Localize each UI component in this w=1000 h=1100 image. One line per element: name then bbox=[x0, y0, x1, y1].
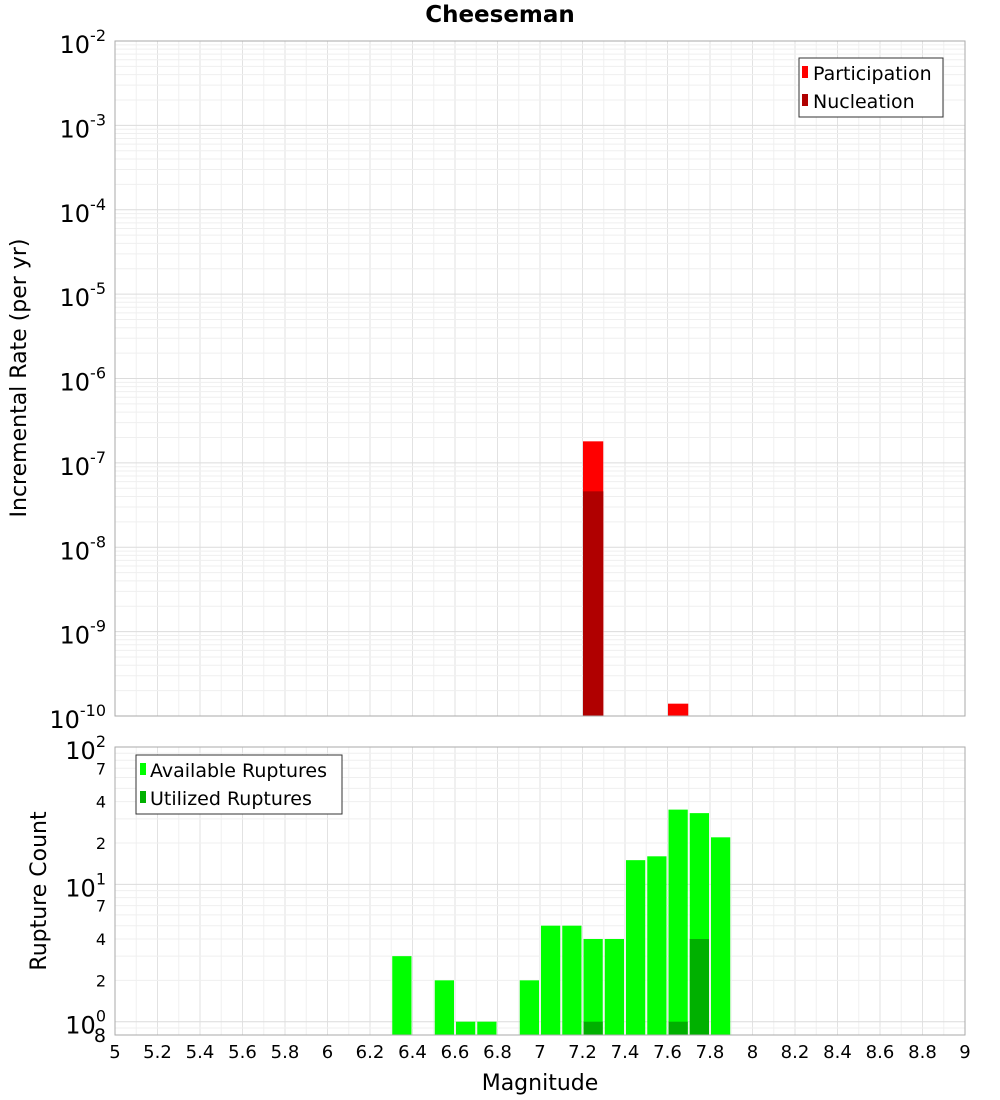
participation-legend-swatch bbox=[802, 66, 808, 78]
top-y-tick-label: 10-10 bbox=[49, 701, 106, 734]
bottom-plot-frame bbox=[114, 746, 966, 1036]
available-ruptures-bar bbox=[477, 1021, 497, 1035]
nucleation-legend-label: Nucleation bbox=[813, 91, 915, 113]
available-ruptures-bar bbox=[711, 837, 731, 1035]
bottom-y-minor-tick-label: 2 bbox=[96, 834, 106, 853]
available-ruptures-bar bbox=[392, 956, 412, 1035]
x-tick-label: 6.2 bbox=[356, 1042, 385, 1063]
bottom-y-minor-tick-label: 7 bbox=[96, 759, 106, 778]
x-tick-label: 7 bbox=[534, 1042, 545, 1063]
bottom-plot-y-axis-label: Rupture Count bbox=[27, 811, 52, 971]
available-ruptures-bar bbox=[562, 925, 582, 1035]
x-axis-label: Magnitude bbox=[482, 1071, 599, 1096]
available-ruptures-bar bbox=[541, 925, 561, 1035]
utilized-ruptures-legend-label: Utilized Ruptures bbox=[150, 788, 312, 810]
top-y-tick-label: 10-7 bbox=[60, 448, 107, 481]
bottom-legend-box bbox=[135, 754, 343, 815]
bottom-plot-y-tick-labels: 102 101 100 7 4 2 7 4 2 8 bbox=[65, 732, 106, 1047]
top-plot-frame bbox=[114, 40, 966, 717]
utilized-ruptures-bar bbox=[583, 1021, 603, 1035]
x-tick-label: 6.6 bbox=[441, 1042, 470, 1063]
top-y-tick-label: 10-5 bbox=[60, 279, 107, 312]
bottom-plot-grid bbox=[114, 746, 966, 1036]
top-y-tick-label: 10-6 bbox=[60, 364, 107, 397]
available-ruptures-bar bbox=[668, 809, 688, 1035]
bottom-y-minor-tick-label: 2 bbox=[96, 971, 106, 990]
x-tick-label: 8.2 bbox=[781, 1042, 810, 1063]
x-tick-label: 7.6 bbox=[653, 1042, 682, 1063]
available-ruptures-bar bbox=[647, 856, 667, 1035]
x-tick-label: 6.8 bbox=[483, 1042, 512, 1063]
bottom-y-major-tick-label: 102 bbox=[65, 732, 106, 765]
x-tick-label: 5 bbox=[109, 1042, 120, 1063]
top-y-tick-label: 10-4 bbox=[60, 195, 107, 228]
top-plot-grid bbox=[114, 41, 966, 717]
available-ruptures-legend-swatch bbox=[140, 763, 146, 775]
top-legend-box bbox=[798, 57, 944, 118]
top-y-tick-label: 10-2 bbox=[60, 26, 107, 59]
available-ruptures-bar bbox=[434, 980, 454, 1035]
top-y-tick-label: 10-3 bbox=[60, 110, 107, 143]
bottom-y-minor-tick-label: 4 bbox=[96, 930, 106, 949]
chart-title: Cheeseman bbox=[425, 2, 575, 28]
x-axis-tick-labels: 5 5.2 5.4 5.6 5.8 6 6.2 6.4 6.6 6.8 7 7.2 7.4 7.6 7.8 8… bbox=[109, 1042, 970, 1063]
available-ruptures-bar bbox=[604, 939, 624, 1035]
bottom-plot-bars bbox=[392, 809, 731, 1035]
available-ruptures-bar bbox=[583, 939, 603, 1035]
available-ruptures-bar bbox=[519, 980, 539, 1035]
x-tick-label: 6 bbox=[322, 1042, 333, 1063]
top-y-tick-label: 10-9 bbox=[60, 617, 107, 650]
x-tick-label: 5.8 bbox=[271, 1042, 300, 1063]
bottom-y-major-tick-label: 101 bbox=[65, 869, 106, 902]
available-ruptures-legend-label: Available Ruptures bbox=[150, 760, 327, 782]
participation-legend-label: Participation bbox=[813, 63, 932, 85]
x-tick-label: 8 bbox=[747, 1042, 758, 1063]
bottom-plot-legend: Available Ruptures Utilized Ruptures bbox=[135, 754, 343, 815]
bottom-y-minor-tick-label: 8 bbox=[94, 1025, 106, 1047]
x-tick-label: 7.2 bbox=[568, 1042, 597, 1063]
utilized-ruptures-bar bbox=[668, 1021, 688, 1035]
bottom-y-minor-tick-label: 7 bbox=[96, 897, 106, 916]
x-tick-label: 8.6 bbox=[866, 1042, 895, 1063]
available-ruptures-bar bbox=[456, 1021, 476, 1035]
x-tick-label: 5.6 bbox=[228, 1042, 257, 1063]
utilized-ruptures-legend-swatch bbox=[140, 791, 146, 803]
available-ruptures-bar bbox=[626, 860, 646, 1035]
x-tick-label: 5.2 bbox=[143, 1042, 172, 1063]
top-plot-legend: Participation Nucleation bbox=[798, 57, 944, 118]
x-tick-label: 9 bbox=[959, 1042, 970, 1063]
top-plot-y-axis-label: Incremental Rate (per yr) bbox=[7, 239, 32, 518]
x-tick-label: 7.4 bbox=[611, 1042, 640, 1063]
participation-bar bbox=[668, 703, 689, 716]
x-tick-label: 5.4 bbox=[186, 1042, 215, 1063]
x-tick-label: 8.8 bbox=[908, 1042, 937, 1063]
nucleation-legend-swatch bbox=[802, 94, 808, 106]
top-plot-bars bbox=[583, 441, 689, 716]
x-tick-label: 6.4 bbox=[398, 1042, 427, 1063]
bottom-y-minor-tick-label: 4 bbox=[96, 793, 106, 812]
nucleation-bar bbox=[583, 491, 604, 716]
utilized-ruptures-bar bbox=[689, 939, 709, 1035]
bottom-y-major-tick-label: 100 bbox=[65, 1007, 106, 1040]
top-y-tick-label: 10-8 bbox=[60, 532, 107, 565]
top-plot-y-tick-labels: 10-2 10-3 10-4 10-5 10-6 10-7 10-8 10-9 10-10 bbox=[49, 26, 106, 734]
x-tick-label: 8.4 bbox=[823, 1042, 852, 1063]
x-tick-label: 7.8 bbox=[696, 1042, 725, 1063]
